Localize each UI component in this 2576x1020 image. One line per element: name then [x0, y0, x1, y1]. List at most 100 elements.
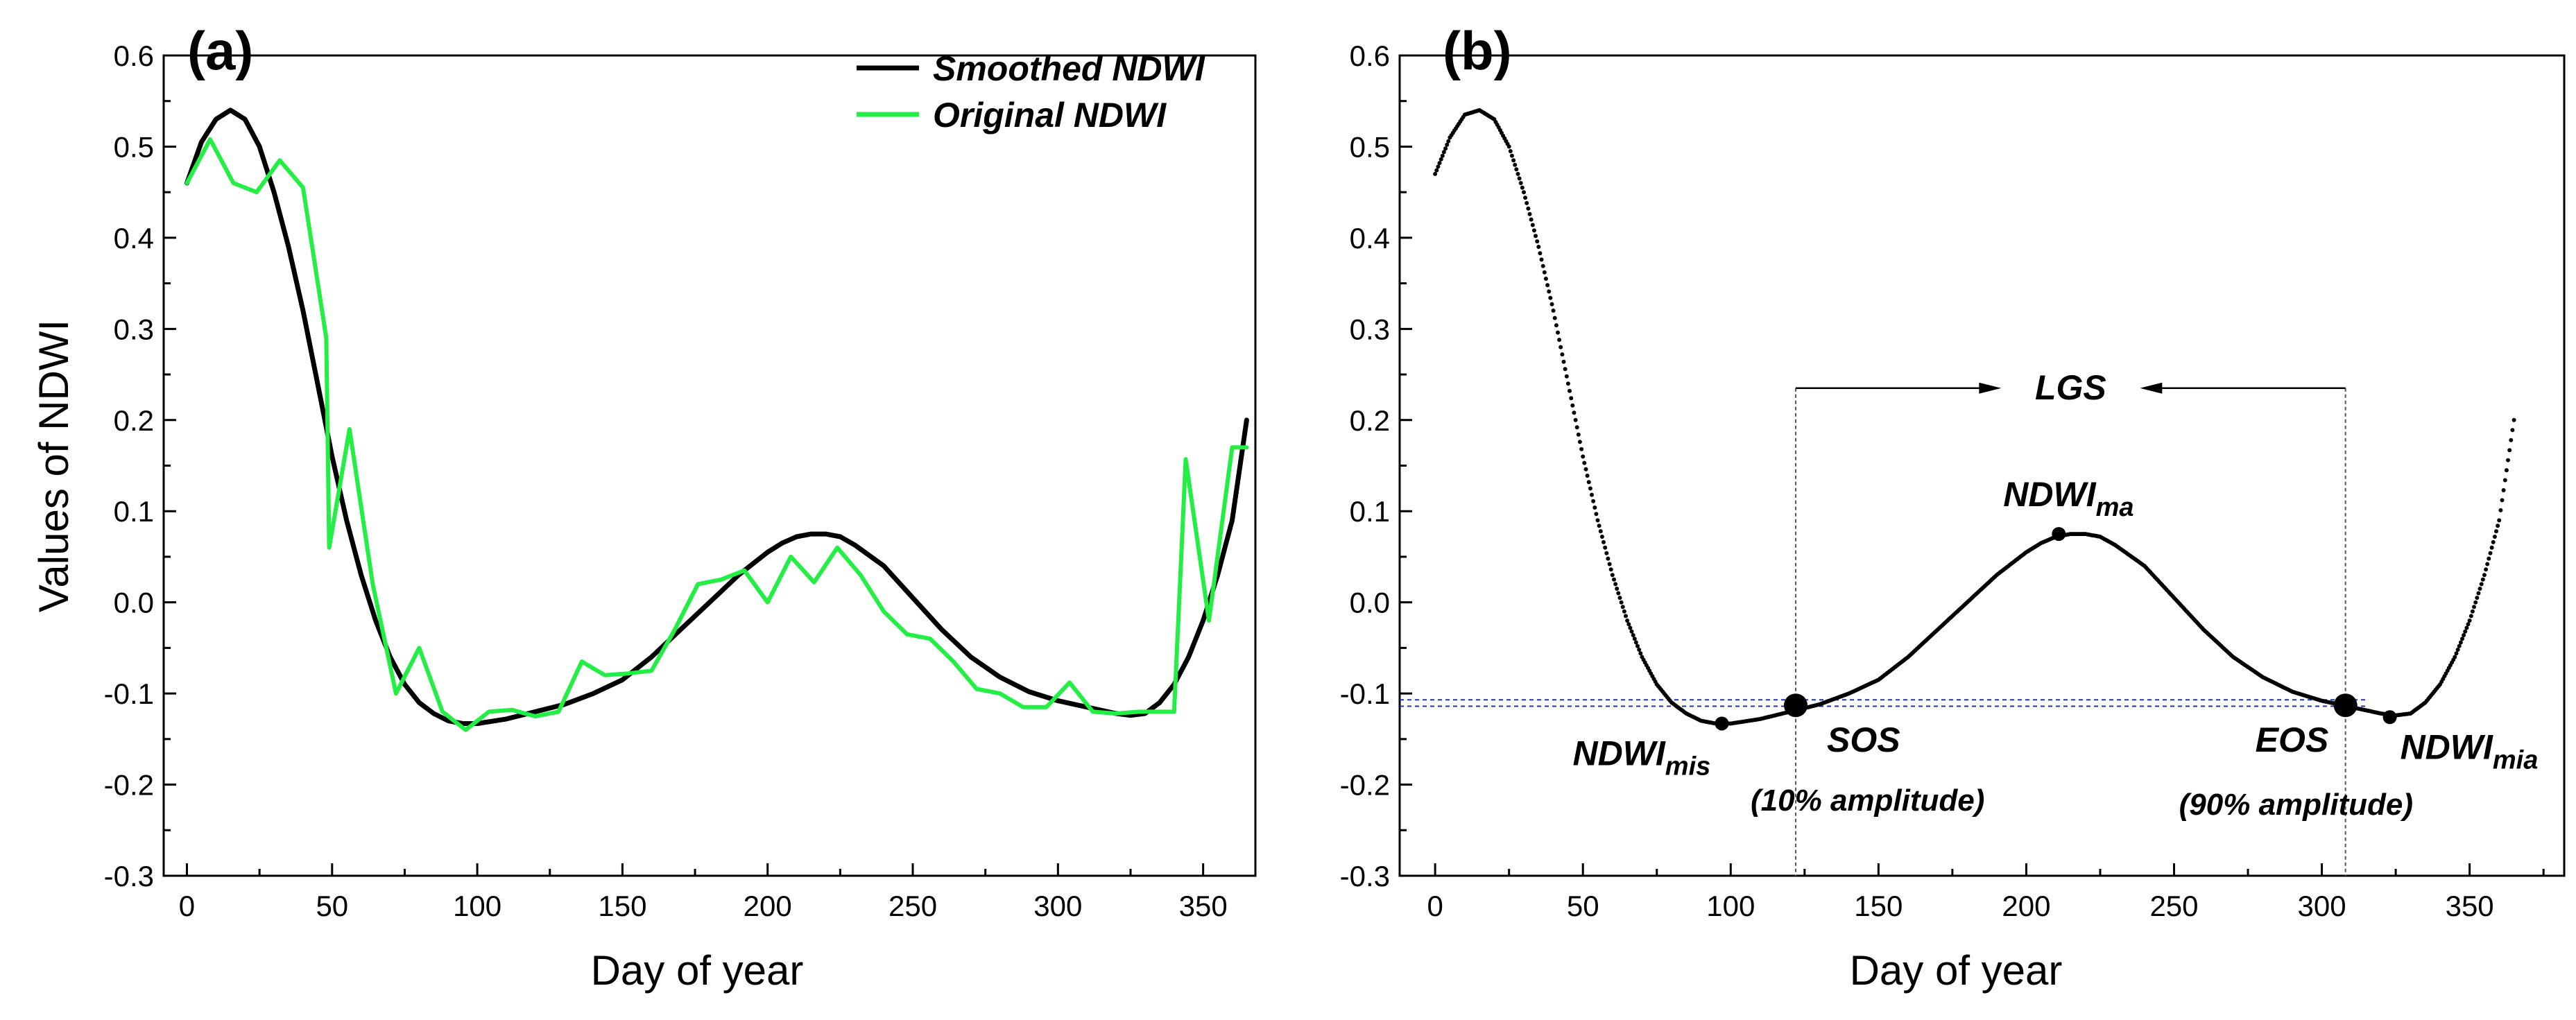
smoothed-point	[2468, 614, 2473, 619]
ndwi-mia-subscript: mia	[2493, 745, 2538, 775]
smoothed-point	[1572, 410, 1577, 415]
x-tick-label: 200	[2002, 890, 2050, 922]
smoothed-point	[1588, 486, 1592, 491]
y-tick-label: -0.1	[104, 677, 154, 710]
smoothed-point	[2501, 488, 2506, 492]
smoothed-point	[1620, 605, 1625, 610]
annotation-sos: SOS	[1827, 720, 1900, 759]
y-tick-label: 0.6	[114, 40, 154, 72]
panel-b-y-tick-labels: -0.3 -0.2 -0.1 0.0 0.1 0.2 0.3 0.4 0.5 0.6	[1340, 40, 1390, 892]
smoothed-point	[1445, 142, 1450, 147]
smoothed-point	[1629, 629, 1634, 634]
smoothed-point	[2504, 468, 2509, 473]
x-tick-label: 200	[744, 890, 792, 922]
smoothed-point	[1586, 480, 1591, 485]
key-point-sos	[1784, 693, 1808, 718]
smoothed-point	[1440, 153, 1445, 158]
smoothed-point	[1594, 512, 1599, 517]
smoothed-point	[1607, 562, 1612, 567]
smoothed-point	[1518, 181, 1523, 185]
smoothed-point	[1531, 228, 1536, 233]
panel-a-y-axis-title: Values of NDWI	[31, 320, 77, 612]
smoothed-point	[2476, 591, 2481, 596]
panel-b: (b) -0.3 -0.2 -0.1 0.0 0.1 0.2 0.3 0.4 0.5 0.6 0 5…	[1340, 20, 2566, 994]
smoothed-point	[2453, 655, 2457, 659]
smoothed-point	[1527, 211, 1532, 216]
panel-a-legend: Smoothed NDWI Original NDWI	[857, 49, 1205, 135]
smoothed-point	[1542, 270, 1547, 275]
y-tick-label: 0.1	[1350, 495, 1390, 528]
ndwi-mis-subscript: mis	[1665, 752, 1710, 781]
y-tick-label: -0.2	[104, 769, 154, 802]
y-tick-label: -0.3	[1340, 860, 1390, 892]
ndwi-ma-subscript: ma	[2096, 493, 2134, 522]
ndwi-mis-prefix: NDWI	[1572, 734, 1665, 772]
smoothed-point	[2496, 524, 2500, 528]
panel-b-smoothed-points	[1433, 107, 2516, 726]
smoothed-point	[1446, 139, 1451, 144]
panel-b-reference-lines	[1400, 382, 2367, 876]
y-tick-label: 0.4	[1350, 222, 1390, 254]
smoothed-point	[1552, 315, 1557, 320]
panel-a: (a) -0.3 -0.2 -0.1 0.0 0.1 0.2 0.3 0.4 0.5 0.6 0 5…	[31, 20, 1257, 994]
y-tick-label: -0.1	[1340, 677, 1390, 710]
x-tick-label: 50	[316, 890, 348, 922]
smoothed-point	[1632, 637, 1637, 641]
key-point-ndwi-mis	[1715, 716, 1729, 731]
smoothed-point	[1610, 573, 1615, 578]
smoothed-point	[1525, 200, 1529, 205]
x-tick-label: 250	[888, 890, 937, 922]
smoothed-point	[2458, 640, 2463, 645]
panel-a-x-ticks	[185, 863, 1205, 876]
smoothed-point	[2502, 478, 2507, 483]
smoothed-point	[1564, 374, 1569, 379]
smoothed-point	[2491, 539, 2496, 544]
y-tick-label: 0.5	[1350, 130, 1390, 163]
smoothed-point	[2464, 625, 2469, 630]
smoothed-point	[1559, 345, 1563, 349]
smoothed-point	[2473, 600, 2478, 605]
x-tick-label: 150	[598, 890, 646, 922]
smoothed-point	[1606, 556, 1611, 561]
smoothed-point	[1545, 283, 1550, 288]
smoothed-point	[2500, 498, 2505, 503]
smoothed-point	[1543, 277, 1548, 281]
smoothed-point	[1557, 338, 1562, 343]
smoothed-point	[1635, 643, 1640, 648]
panel-b-label: (b)	[1443, 20, 1512, 81]
key-point-ndwi-ma	[2052, 527, 2066, 542]
x-tick-label: 50	[1567, 890, 1599, 922]
smoothed-point	[1554, 323, 1559, 328]
panel-b-y-ticks	[1400, 54, 1412, 877]
smoothed-point	[1613, 582, 1618, 587]
smoothed-point	[1508, 149, 1513, 153]
smoothed-point	[1443, 146, 1448, 151]
smoothed-point	[1576, 432, 1581, 437]
y-tick-label: 0.3	[114, 313, 154, 345]
smoothed-point	[1631, 633, 1635, 637]
smoothed-point	[1437, 161, 1442, 166]
smoothed-point	[1617, 596, 1622, 600]
smoothed-point	[2470, 609, 2475, 614]
annotation-ndwi-mia: NDWImia	[2401, 727, 2539, 775]
x-tick-label: 350	[1179, 890, 1228, 922]
smoothed-point	[1549, 302, 1554, 306]
panel-a-x-axis-title: Day of year	[591, 947, 804, 994]
x-tick-label: 350	[2446, 890, 2494, 922]
smoothed-point	[2455, 648, 2460, 652]
annotation-eos: EOS	[2256, 720, 2329, 759]
smoothed-point	[1608, 567, 1613, 572]
smoothed-point	[1625, 619, 1630, 623]
x-tick-label: 0	[1427, 890, 1443, 922]
smoothed-point	[1619, 600, 1624, 605]
smoothed-point	[1582, 460, 1587, 465]
smoothed-point	[2509, 438, 2514, 442]
y-tick-label: 0.2	[1350, 404, 1390, 437]
smoothed-point	[1523, 196, 1528, 200]
smoothed-point	[1563, 367, 1568, 372]
smoothed-point	[1522, 190, 1526, 195]
smoothed-point	[1561, 359, 1566, 364]
smoothed-point	[1436, 164, 1441, 169]
panel-a-x-tick-labels: 0 50 100 150 200 250 300 350	[179, 890, 1228, 922]
annotation-sos-amplitude: (10% amplitude)	[1751, 784, 1984, 818]
